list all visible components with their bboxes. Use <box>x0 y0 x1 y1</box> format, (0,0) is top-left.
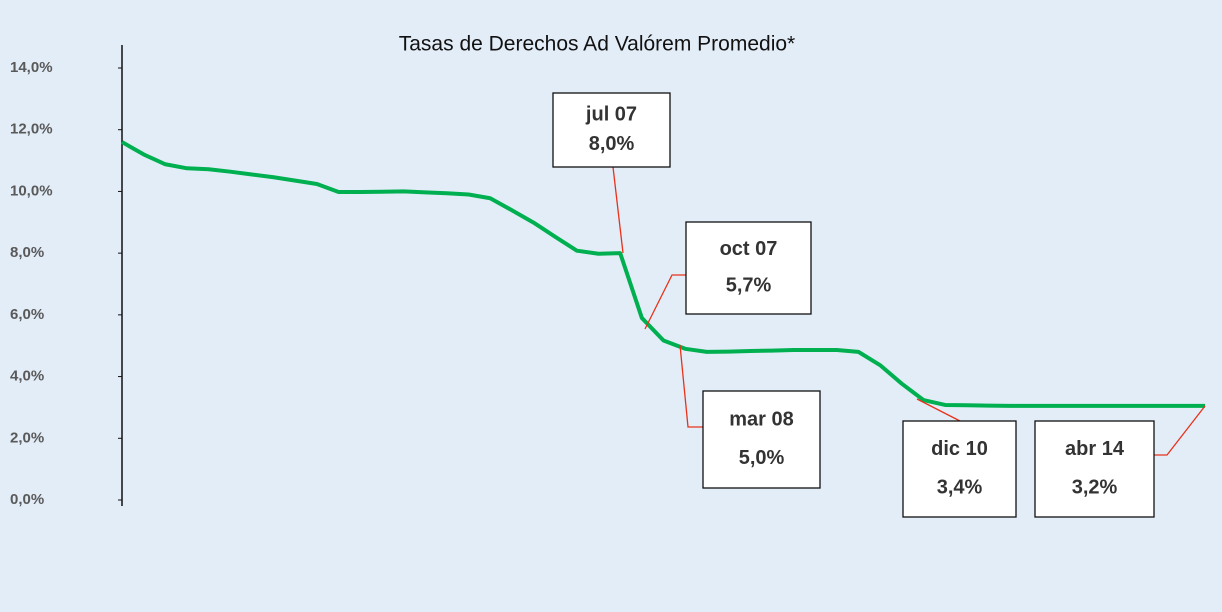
annotation-value: 8,0% <box>589 133 635 155</box>
leader-line <box>679 344 703 428</box>
annotation-box <box>685 221 812 315</box>
y-tick-label: 12,0% <box>10 121 53 138</box>
data-line <box>121 140 1205 408</box>
y-tick-label: 4,0% <box>10 368 44 385</box>
y-tick-label: 14,0% <box>10 59 53 76</box>
annotation-label: abr 14 <box>1065 438 1125 460</box>
annotation-box <box>552 92 671 168</box>
annotation-box <box>702 390 821 489</box>
annotation-box <box>902 420 1017 518</box>
leader-line <box>644 274 686 330</box>
annotation-label: jul 07 <box>585 103 637 125</box>
chart-title: Tasas de Derechos Ad Valórem Promedio* <box>399 33 795 56</box>
annotation-label: dic 10 <box>931 438 988 460</box>
annotation-box <box>1034 420 1155 518</box>
annotation-label: mar 08 <box>729 408 794 430</box>
y-tick-label: 8,0% <box>10 244 44 261</box>
annotation-value: 3,4% <box>937 476 983 498</box>
annotation-value: 5,7% <box>726 275 772 297</box>
leader-line <box>916 398 961 422</box>
leader-line <box>1154 405 1206 456</box>
annotation-value: 5,0% <box>739 447 785 469</box>
annotation-value: 3,2% <box>1072 476 1118 498</box>
y-tick-label: 6,0% <box>10 306 44 323</box>
y-tick-label: 10,0% <box>10 182 53 199</box>
y-tick-label: 2,0% <box>10 429 44 446</box>
annotation-label: oct 07 <box>720 238 778 260</box>
y-tick-label: 0,0% <box>10 491 44 508</box>
leader-line <box>612 166 624 254</box>
